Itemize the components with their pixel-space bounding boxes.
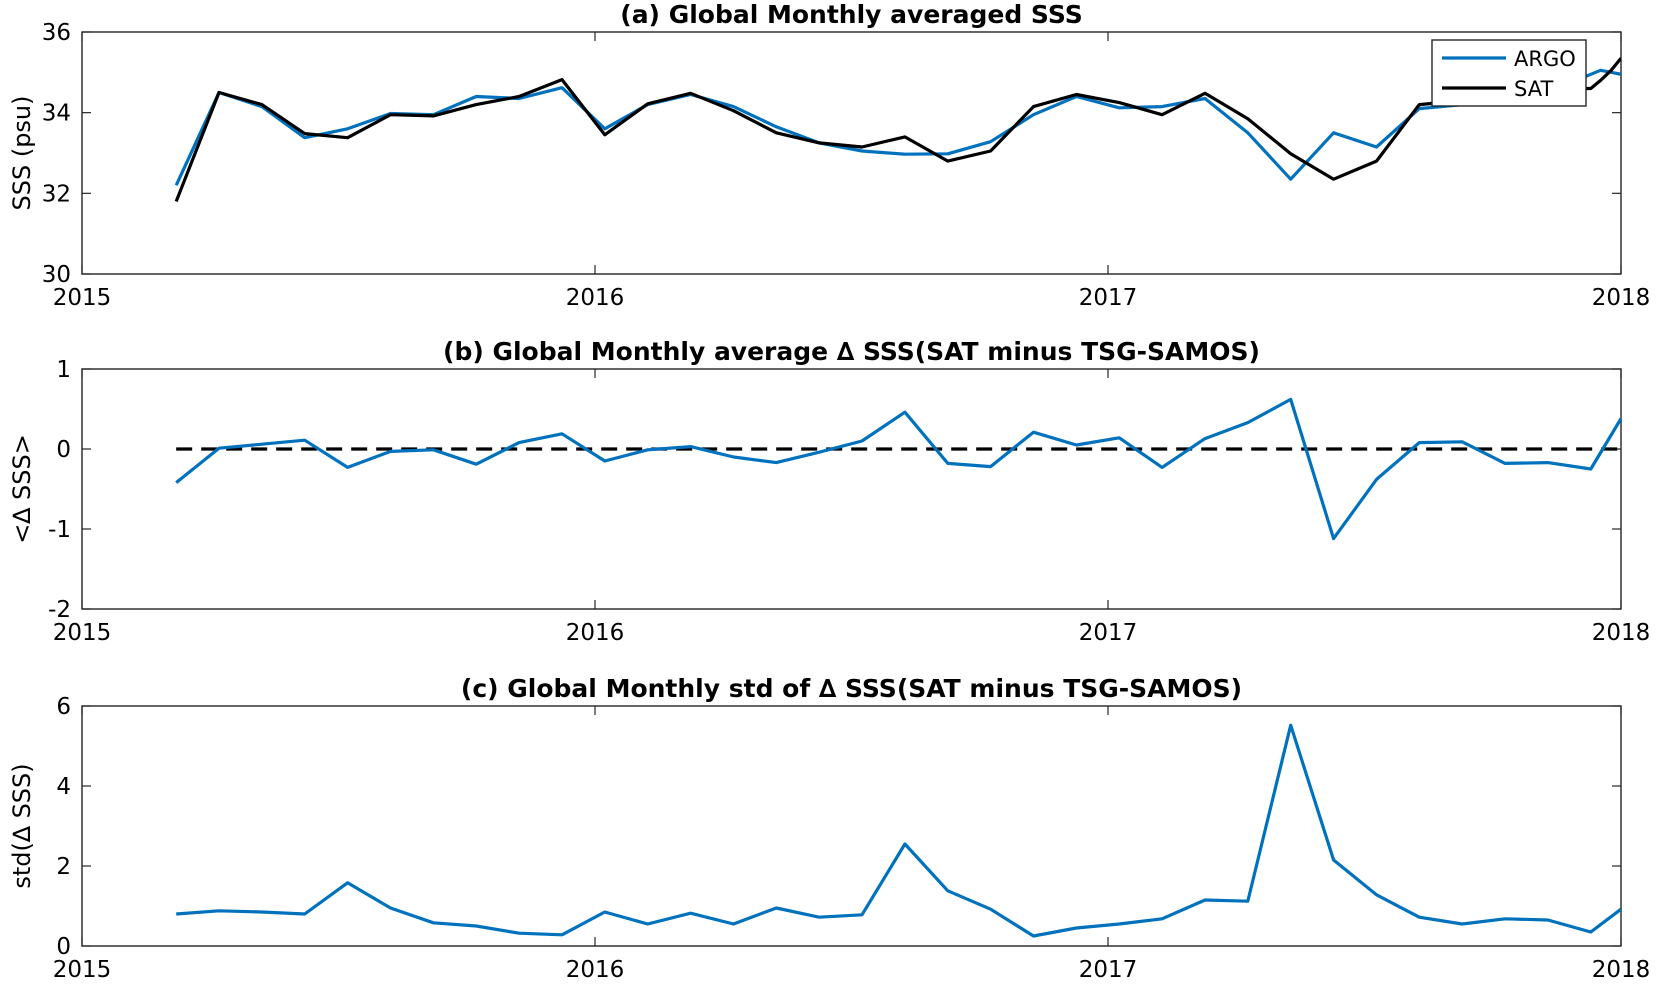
x-tick-label-c: 2018	[1592, 957, 1651, 982]
panel-b: 2015 2016 2017 2018 -2 -1 0 1 (b) Global Monthly…	[8, 337, 1650, 646]
y-axis-label-b: <∆ SSS>	[8, 434, 36, 544]
x-tick-label-a: 2018	[1592, 285, 1651, 311]
y-tick-label-b: -1	[48, 517, 71, 543]
x-tick-label-a: 2016	[566, 285, 625, 311]
x-tick-label-c: 2016	[566, 957, 625, 982]
legend: ARGO SAT	[1431, 39, 1587, 107]
y-tick-label-a: 34	[42, 101, 71, 127]
y-tick-label-c: 6	[56, 694, 71, 720]
legend-label-sat: SAT	[1514, 77, 1553, 101]
chart-title-b: (b) Global Monthly average ∆ SSS(SAT min…	[443, 337, 1260, 366]
y-tick-label-a: 32	[42, 181, 71, 207]
y-axis-label-a: SSS (psu)	[8, 95, 36, 210]
y-tick-label-a: 36	[42, 20, 71, 46]
legend-box	[1431, 39, 1587, 107]
delta-sss-series-line-b	[175, 397, 1621, 541]
legend-label-argo: ARGO	[1514, 47, 1576, 71]
y-tick-label-b: -2	[48, 597, 71, 623]
chart-title-c: (c) Global Monthly std of ∆ SSS(SAT minu…	[461, 674, 1242, 703]
x-tick-label-c: 2017	[1079, 957, 1138, 982]
x-tick-label-b: 2017	[1079, 620, 1138, 646]
y-tick-label-c: 4	[56, 774, 71, 800]
x-tick-label-a: 2015	[53, 285, 112, 311]
y-axis-label-c: std(∆ SSS)	[8, 763, 36, 888]
axes-box-a	[81, 31, 1622, 275]
x-tick-label-c: 2015	[53, 957, 112, 982]
panel-a: 2015 2016 2017 2018 30 32 34 36 (a) Global Month…	[8, 0, 1650, 311]
x-tick-label-a: 2017	[1079, 285, 1138, 311]
y-tick-label-c: 2	[56, 854, 71, 880]
x-tick-label-b: 2018	[1592, 620, 1651, 646]
y-tick-label-a: 30	[42, 262, 71, 288]
panel-c: 2015 2016 2017 2018 0 2 4 6 (c) Global Monthly s…	[8, 674, 1651, 983]
x-tick-label-b: 2015	[53, 620, 112, 646]
chart-title-a: (a) Global Monthly averaged SSS	[620, 0, 1082, 29]
y-tick-label-c: 0	[56, 934, 71, 960]
delta-sss-series-line-c	[176, 723, 1621, 938]
x-tick-label-b: 2016	[566, 620, 625, 646]
axes-box-b	[81, 368, 1622, 610]
y-tick-label-b: 0	[56, 437, 71, 463]
axes-box-c	[81, 705, 1622, 947]
y-tick-label-b: 1	[56, 357, 71, 383]
